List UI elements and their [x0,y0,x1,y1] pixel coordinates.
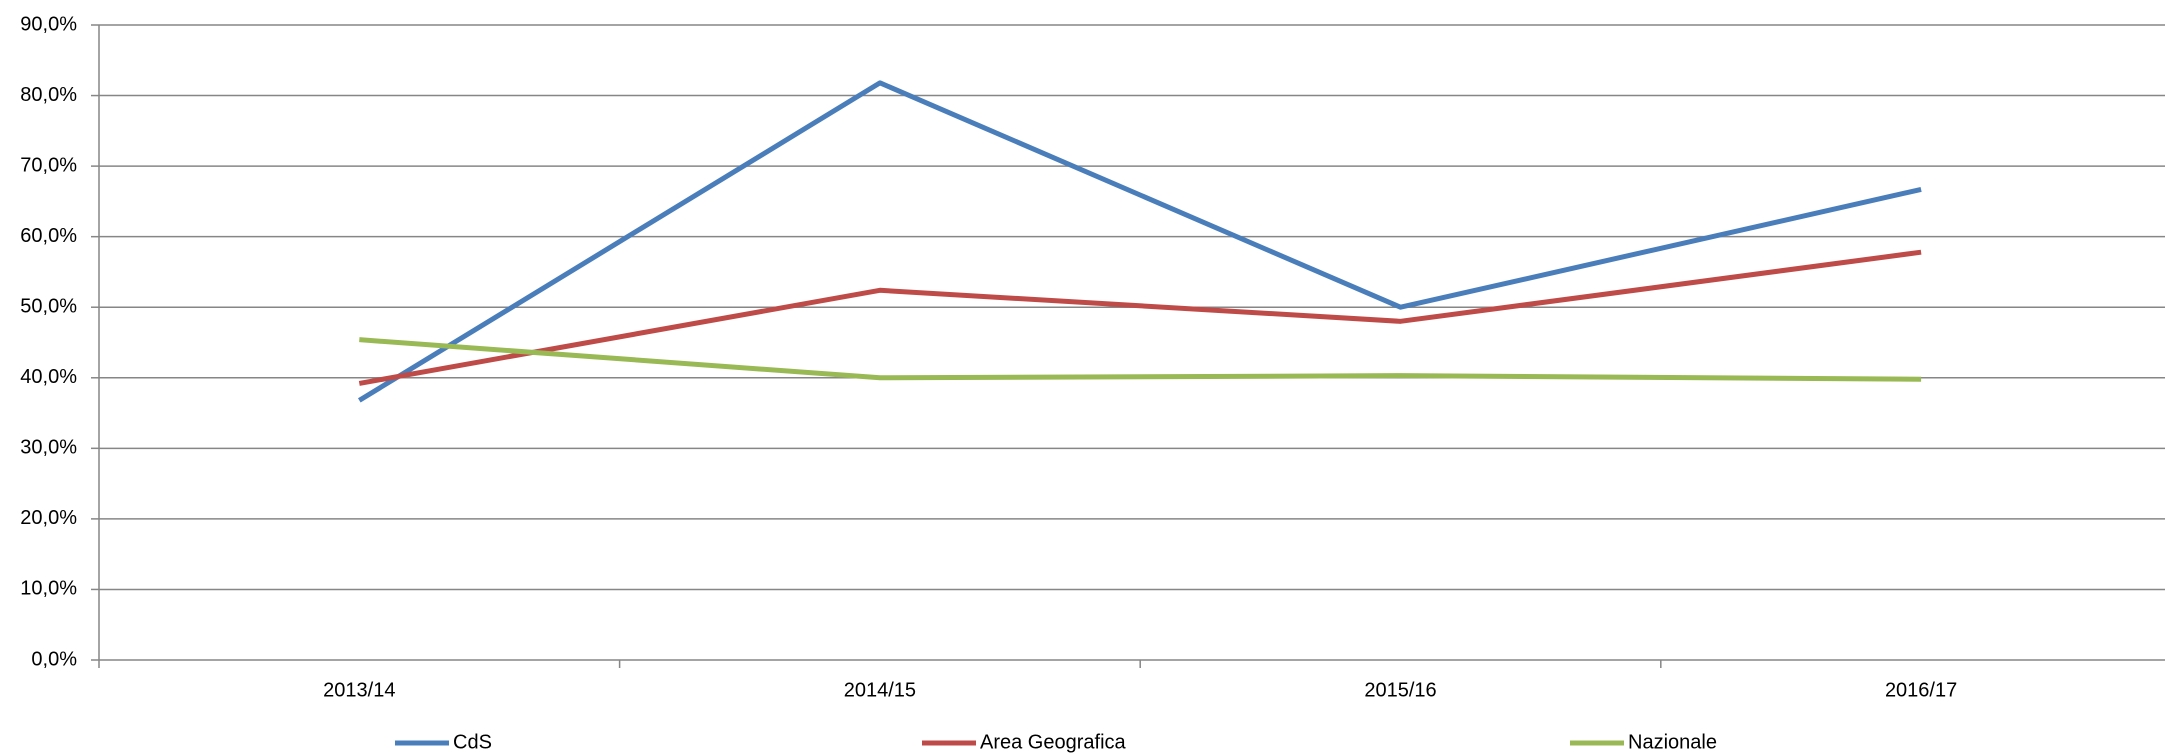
y-tick-label: 30,0% [20,437,77,459]
legend-label: CdS [453,731,492,753]
y-tick-label: 0,0% [31,648,77,670]
legend-label: Area Geografica [980,731,1127,753]
y-tick-label: 20,0% [20,507,77,529]
x-tick-label: 2016/17 [1885,679,1957,701]
y-tick-label: 40,0% [20,366,77,388]
x-tick-label: 2014/15 [844,679,916,701]
y-tick-label: 90,0% [20,13,77,35]
y-tick-label: 10,0% [20,578,77,600]
y-tick-label: 50,0% [20,296,77,318]
x-tick-label: 2013/14 [323,679,395,701]
y-tick-label: 60,0% [20,225,77,247]
series-line [357,80,1922,403]
x-tick-label: 2015/16 [1364,679,1436,701]
series-line [359,337,1922,382]
legend-label: Nazionale [1628,731,1717,753]
y-tick-label: 80,0% [20,84,77,106]
series-line [358,249,1922,386]
y-tick-label: 70,0% [20,154,77,176]
